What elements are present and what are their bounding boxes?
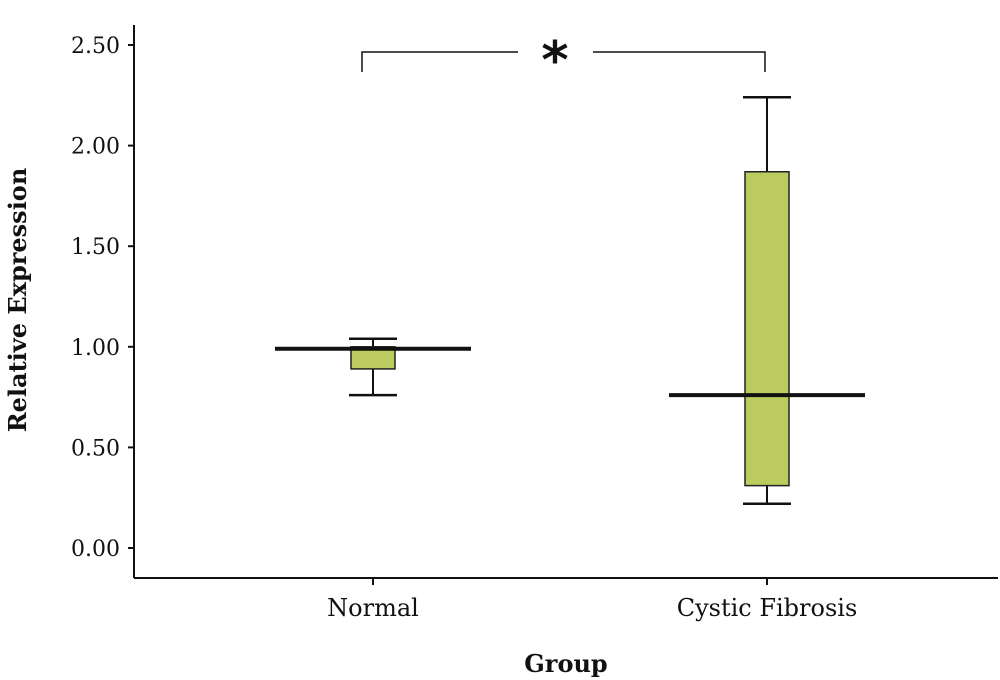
y-ticks: 0.00 0.50 1.00 1.50 2.00 2.50 [71,34,134,562]
x-axis-title: Group [524,649,607,678]
boxes: Normal Cystic Fibrosis [275,96,865,622]
y-tick-label: 1.00 [71,336,120,361]
category-label: Normal [327,594,419,622]
iqr-box [350,346,396,370]
axes [133,25,998,579]
iqr-box [744,171,790,487]
significance-star: * [541,31,568,91]
y-tick-label: 1.50 [71,235,120,260]
y-tick-label: 2.50 [71,34,120,59]
bracket-right [593,51,766,72]
y-tick-label: 0.00 [71,537,120,562]
y-tick-label: 2.00 [71,135,120,160]
category-label: Cystic Fibrosis [677,594,858,622]
bracket-left [361,51,518,72]
significance-bracket: * [361,31,766,91]
y-tick-label: 0.50 [71,436,120,461]
box-group: Cystic Fibrosis [669,96,865,622]
box-group: Normal [275,337,471,622]
y-axis-title: Relative Expression [3,168,32,433]
